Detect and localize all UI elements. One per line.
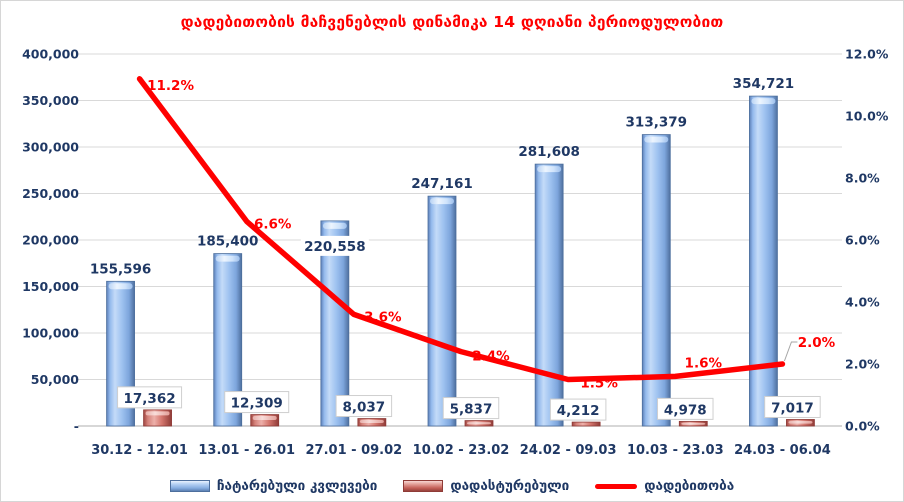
line-label-5: 1.6% (685, 355, 723, 371)
left-axis-tick-3: 250,000 (22, 186, 79, 201)
right-axis-tick-4: 4.0% (845, 295, 880, 310)
confirmed-label-box-2 (335, 395, 393, 418)
bar-confirmed-cap-0 (145, 411, 170, 416)
x-axis-label-1: 13.01 - 26.01 (198, 443, 295, 458)
left-axis-tick-1: 350,000 (22, 93, 79, 108)
line-label-1: 6.6% (254, 216, 292, 232)
bar-label-confirmed-0: 17,362 (124, 391, 176, 407)
confirmed-label-box-4 (549, 398, 607, 421)
bar-label-tests-3: 247,161 (411, 176, 473, 192)
bar-confirmed-4 (571, 421, 601, 427)
line-label-4: 1.5% (580, 376, 618, 392)
bar-tests-6 (749, 95, 778, 427)
bar-confirmed-cap-2 (359, 420, 384, 424)
legend-label-tests: ჩატარებული კვლევები (216, 478, 378, 494)
legend-label-positivity: დადებითობა (644, 478, 735, 494)
confirmed-label-box-5 (657, 397, 714, 420)
bar-label-confirmed-3: 5,837 (450, 402, 493, 418)
confirmed-label-box-1 (224, 391, 290, 414)
line-label-2: 3.6% (364, 309, 402, 325)
line-label-0: 11.2% (147, 78, 194, 94)
line-label-3: 2.4% (472, 349, 510, 365)
legend-label-confirmed: დადასტურებული (450, 478, 570, 494)
x-axis-label-6: 24.03 - 06.04 (734, 443, 831, 458)
bar-label-confirmed-1: 12,309 (231, 396, 283, 412)
right-axis-tick-2: 8.0% (845, 171, 880, 186)
left-axis-tick-6: 100,000 (22, 326, 79, 341)
chart-legend: ჩატარებული კვლევები დადასტურებული დადები… (1, 478, 903, 494)
x-axis-label-5: 10.03 - 23.03 (627, 443, 724, 458)
left-axis-tick-7: 50,000 (31, 372, 80, 387)
bar-label-confirmed-6: 7,017 (771, 400, 814, 416)
bar-tests-cap-6 (751, 98, 776, 105)
right-axis-tick-6: 0.0% (845, 419, 880, 434)
x-axis-label-3: 10.02 - 23.02 (413, 443, 510, 458)
bar-label-confirmed-5: 4,978 (664, 402, 707, 418)
label-leader-line (783, 341, 798, 362)
bar-label-tests-2: 220,558 (304, 239, 366, 255)
bar-label-tests-0: 155,596 (90, 261, 152, 277)
legend-item-positivity: დადებითობა (595, 478, 734, 494)
bar-tests-cap-2 (322, 222, 347, 229)
red-bar-swatch-icon (403, 480, 444, 492)
bar-tests-4 (534, 163, 564, 427)
right-axis-tick-3: 6.0% (845, 233, 880, 248)
bar-confirmed-cap-6 (788, 420, 813, 424)
left-axis-tick-5: 150,000 (22, 279, 79, 294)
bar-label-confirmed-4: 4,212 (557, 403, 600, 419)
blue-bar-swatch-icon (169, 480, 210, 492)
legend-item-confirmed: დადასტურებული (403, 478, 569, 494)
right-axis-tick-5: 2.0% (845, 357, 880, 372)
right-axis-tick-1: 10.0% (845, 109, 889, 124)
bar-tests-3 (427, 195, 457, 427)
x-axis-label-0: 30.12 - 12.01 (91, 443, 188, 458)
left-axis-tick-0: 400,000 (22, 47, 79, 62)
left-axis-tick-4: 200,000 (22, 233, 79, 248)
right-axis-tick-0: 12.0% (845, 47, 889, 62)
bar-tests-cap-1 (215, 255, 240, 262)
legend-item-tests: ჩატარებული კვლევები (169, 478, 378, 494)
bar-label-tests-1: 185,400 (197, 234, 259, 250)
bar-confirmed-cap-1 (252, 416, 277, 421)
bar-tests-cap-4 (537, 166, 562, 173)
confirmed-label-box-0 (117, 386, 183, 409)
bar-label-tests-5: 313,379 (626, 115, 688, 131)
x-axis-label-2: 27.01 - 09.02 (306, 443, 403, 458)
bar-confirmed-1 (250, 414, 280, 427)
left-axis-tick-2: 300,000 (22, 140, 79, 155)
bar-label-tests-4: 281,608 (518, 144, 580, 160)
positivity-line (136, 76, 786, 383)
bar-confirmed-cap-3 (467, 422, 491, 425)
red-line-swatch-icon (595, 483, 638, 489)
confirmed-label-box-3 (442, 397, 500, 420)
bar-confirmed-cap-5 (681, 422, 706, 425)
bar-tests-cap-0 (108, 283, 133, 290)
bar-label-bg-tests-2 (300, 235, 369, 256)
bar-label-confirmed-2: 8,037 (343, 400, 386, 416)
bar-tests-cap-5 (644, 136, 669, 143)
bar-label-tests-6: 354,721 (733, 76, 795, 92)
bar-tests-cap-3 (430, 198, 454, 205)
line-label-6: 2.0% (798, 335, 836, 351)
x-axis-label-4: 24.02 - 09.03 (520, 443, 617, 458)
chart-title: დადებითობის მაჩვენებლის დინამიკა 14 დღია… (180, 13, 724, 31)
bar-tests-5 (641, 134, 671, 427)
confirmed-label-box-6 (764, 395, 821, 418)
left-axis-tick-8: - (74, 419, 79, 434)
